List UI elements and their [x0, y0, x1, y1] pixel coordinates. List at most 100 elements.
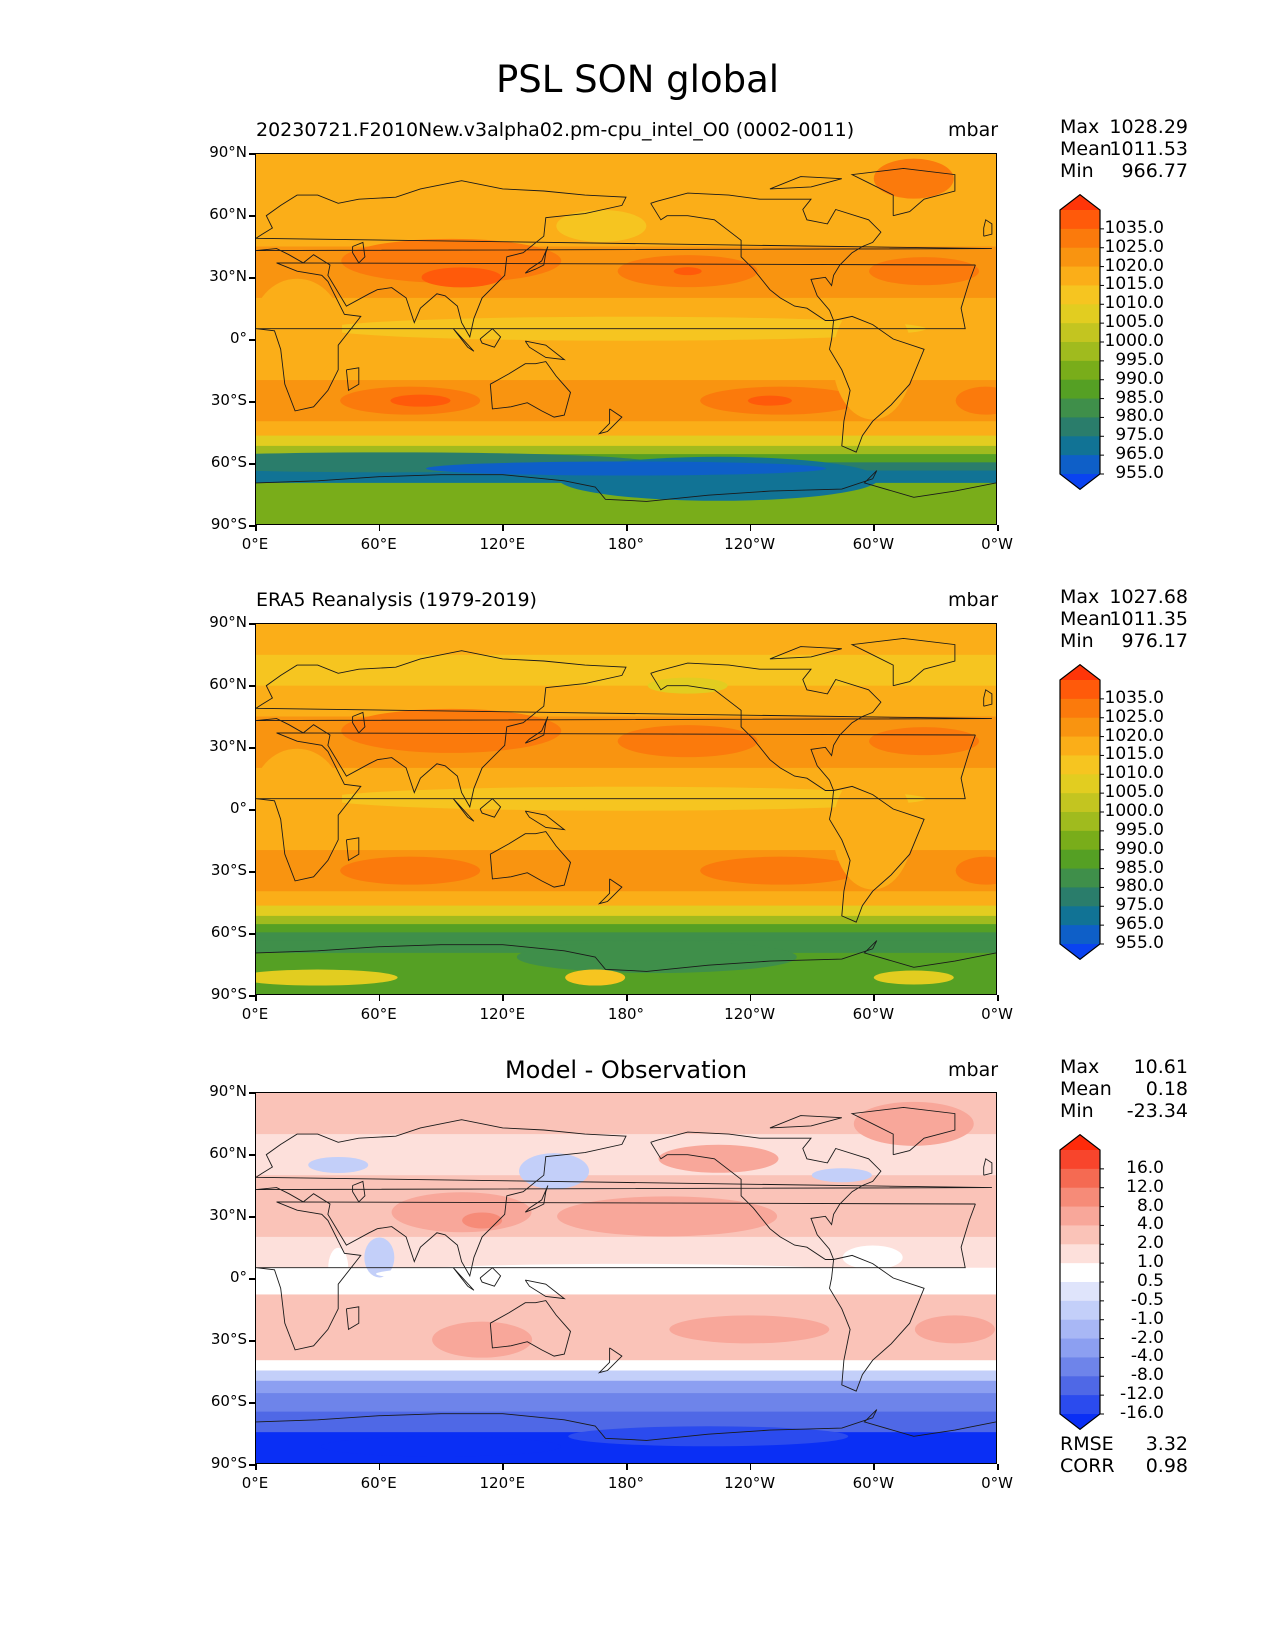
colorbar-label: 1020.0 [1104, 255, 1164, 276]
coastline [479, 798, 502, 818]
stat-value: 10.61 [1133, 1056, 1188, 1078]
field-cell [673, 267, 702, 276]
field-cell [842, 1245, 903, 1270]
field-cell [832, 299, 913, 420]
colorbar-label: 1000.0 [1104, 801, 1164, 821]
coastlines [256, 637, 996, 972]
field-cell [617, 725, 758, 758]
colorbar-segment [1060, 906, 1100, 926]
lon-tick-mark [873, 1464, 875, 1470]
lat-tick-mark [249, 277, 255, 279]
lat-tick-label: 30°S [210, 391, 247, 409]
coastline [524, 246, 549, 274]
lon-tick-label: 0°W [981, 1005, 1013, 1023]
field-band [256, 1393, 996, 1413]
figure-title: PSL SON global [495, 58, 780, 101]
colorbar-segment [1060, 755, 1100, 775]
coastline [650, 662, 882, 791]
colorbar-label: 995.0 [1115, 819, 1164, 840]
colorbar-label: 990.0 [1115, 838, 1164, 859]
colorbar-label: 995.0 [1115, 349, 1164, 370]
lat-tick-label: 60°N [209, 675, 247, 693]
metric-value: 0.98 [1145, 1455, 1188, 1477]
lon-tick-mark [378, 525, 381, 531]
colorbar-label: 2.0 [1136, 1233, 1164, 1254]
colorbar-extend-bottom [1060, 474, 1100, 490]
lon-tick-mark [626, 525, 628, 531]
colorbar-segment [1060, 1168, 1100, 1189]
coastline [769, 176, 842, 190]
field-cell [669, 1315, 830, 1344]
lon-tick-label: 60°W [852, 1005, 895, 1023]
colorbar-label: 955.0 [1115, 933, 1164, 953]
lon-tick-label: 0°W [981, 535, 1013, 553]
lon-tick-mark [997, 525, 999, 531]
field-band [256, 1329, 996, 1361]
colorbar-segment [1060, 247, 1100, 268]
lat-tick-label: 90°N [209, 143, 247, 161]
stat-label: Max [1060, 586, 1100, 608]
colorbar-segment [1060, 1300, 1100, 1321]
coastline [345, 367, 360, 392]
colorbar-segment [1060, 1357, 1100, 1377]
field-cell [873, 158, 954, 199]
coastline [352, 1180, 366, 1203]
field-band [256, 891, 996, 907]
colorbar-segment [1060, 793, 1100, 813]
colorbar-label: 980.0 [1115, 406, 1164, 427]
lat-tick-label: 60°N [209, 205, 247, 223]
stat-label: Max [1060, 116, 1100, 138]
lon-tick-mark [997, 1464, 999, 1470]
coastline [983, 1158, 993, 1176]
panel-2-stats: Max 1027.68 Mean 1011.35 Min 976.17 [1060, 586, 1188, 652]
coastline [256, 1409, 996, 1441]
colorbar-label: 1015.0 [1104, 744, 1164, 765]
field-band [256, 1134, 996, 1176]
coastline [829, 785, 925, 923]
coastline [524, 1279, 566, 1300]
lon-tick-mark [255, 525, 257, 531]
lat-tick-mark [249, 623, 255, 625]
stat-value: 966.77 [1121, 160, 1188, 182]
lat-tick-mark [249, 1340, 255, 1342]
field-cell [869, 727, 980, 756]
field-cell [426, 461, 826, 476]
lat-tick-label: 30°N [209, 737, 247, 755]
stat-label: Min [1060, 1100, 1094, 1122]
lon-tick-label: 60°W [852, 535, 895, 553]
lon-tick-mark [378, 995, 381, 1001]
lat-tick-mark [249, 153, 255, 155]
lon-tick-label: 180° [607, 535, 645, 553]
colorbar-label: 965.0 [1115, 914, 1164, 935]
lat-tick-mark [249, 747, 255, 749]
lon-tick-mark [255, 1464, 257, 1470]
colorbar-label: 12.0 [1126, 1176, 1164, 1197]
lon-tick-label: 120°W [724, 1474, 776, 1492]
lat-tick-label: 30°S [210, 1330, 247, 1348]
field-band [256, 932, 996, 942]
colorbar-segment [1060, 1319, 1100, 1340]
field-band [256, 435, 996, 447]
lat-tick-mark [249, 685, 255, 687]
colorbar-label: 965.0 [1115, 444, 1164, 465]
field-cell [568, 1426, 849, 1447]
colorbar-label: 16.0 [1126, 1157, 1164, 1178]
field-band [256, 905, 996, 917]
stat-value: 0.18 [1145, 1078, 1188, 1100]
colorbar-segment [1060, 1263, 1100, 1283]
lat-tick-mark [249, 1154, 255, 1156]
colorbar-label: -1.0 [1130, 1308, 1164, 1329]
panel-1-map [255, 153, 997, 525]
coastline [983, 219, 993, 237]
colorbar-label: 1025.0 [1104, 236, 1164, 257]
colorbar-segment [1060, 868, 1100, 888]
field-cell [340, 856, 481, 885]
field-band [256, 1411, 996, 1433]
coastline [524, 716, 549, 744]
panel-3-map [255, 1092, 997, 1464]
colorbar-label: -4.0 [1130, 1346, 1164, 1367]
coastline [524, 1185, 549, 1213]
colorbar-segment [1060, 210, 1100, 230]
coastlines [256, 167, 996, 502]
lon-tick-label: 120°E [479, 1474, 526, 1492]
